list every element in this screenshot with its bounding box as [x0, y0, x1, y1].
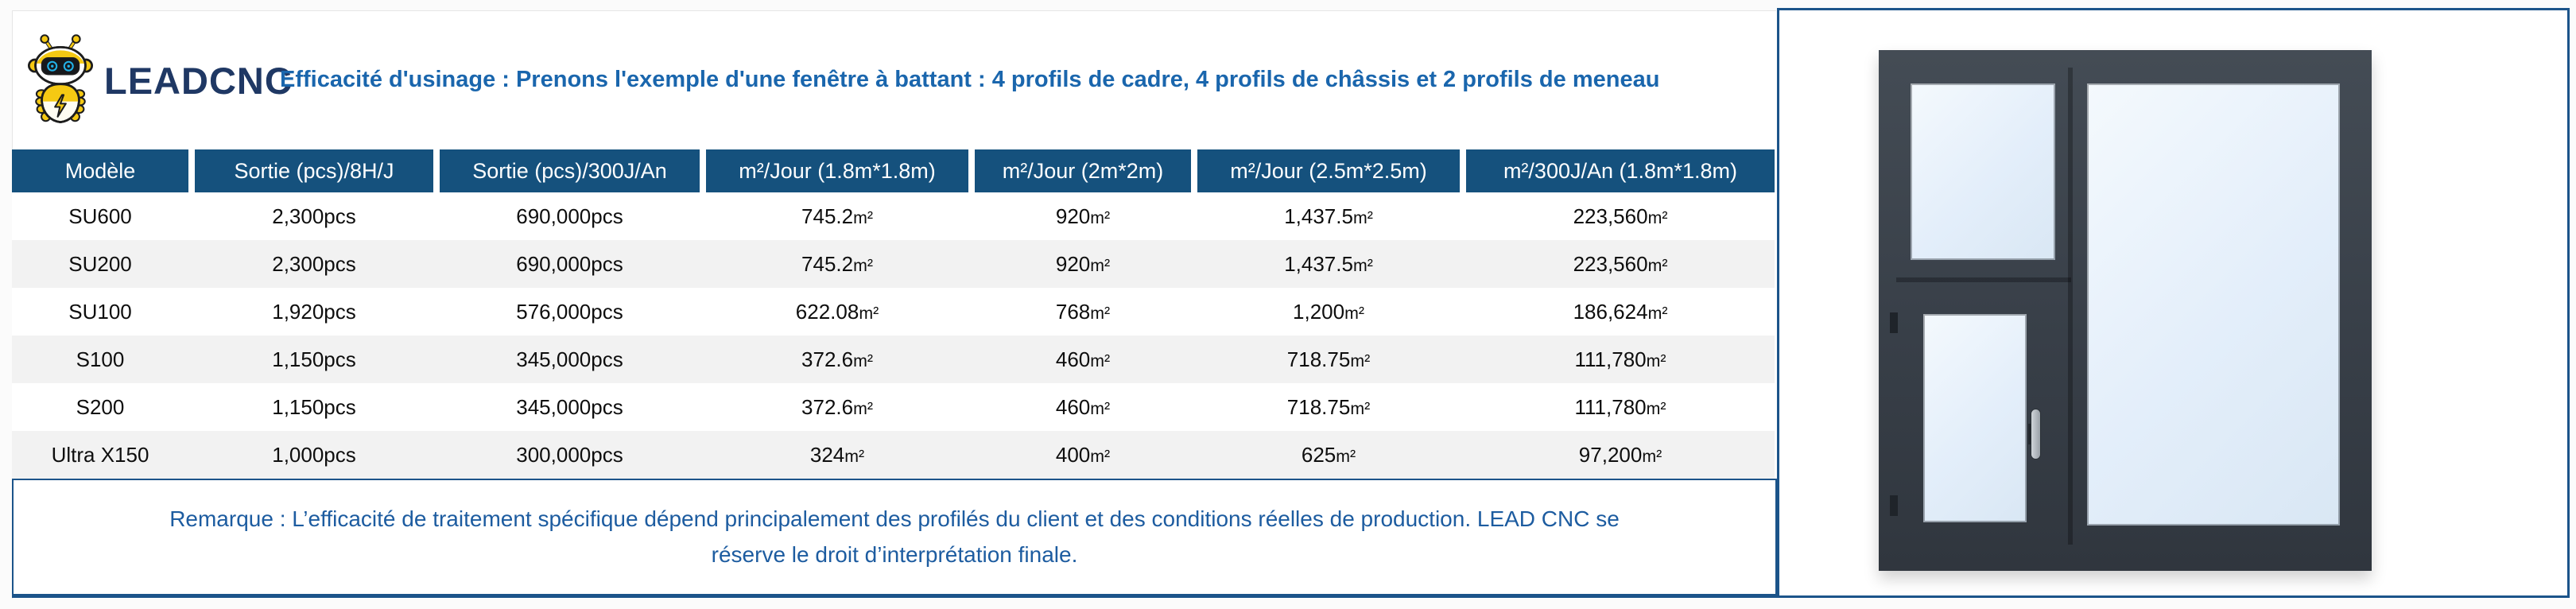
brand-logo: LEADCNC [28, 32, 293, 129]
value-cell: 1,437.5m² [1284, 204, 1373, 228]
value-cell: 223,560m² [1573, 204, 1668, 228]
square-meter-unit: m² [853, 399, 873, 418]
square-meter-unit: m² [859, 304, 879, 323]
value-cell: 345,000pcs [516, 347, 623, 371]
value-cell: 372.6m² [801, 395, 873, 419]
value-cell: 324m² [809, 443, 865, 467]
value-cell: 718.75m² [1286, 395, 1371, 419]
remark-box: Remarque : L’efficacité de traitement sp… [12, 479, 1777, 598]
table-row: SU600 2,300pcs 690,000pcs 745.2m² 920m² 1,437… [12, 192, 1775, 240]
column-header-1: Sortie (pcs)/8H/J [195, 149, 433, 192]
model-cell: S100 [76, 347, 125, 371]
square-meter-unit: m² [1344, 304, 1364, 323]
value-cell: 690,000pcs [516, 204, 623, 228]
value-cell: 1,200m² [1293, 300, 1364, 324]
column-header-4: m²/Jour (2m*2m) [975, 149, 1191, 192]
square-meter-unit: m² [1352, 256, 1373, 275]
column-header-2: Sortie (pcs)/300J/An [440, 149, 700, 192]
value-cell: 1,000pcs [272, 443, 356, 467]
value-cell: 111,780m² [1574, 395, 1666, 419]
table-row: SU100 1,920pcs 576,000pcs 622.08m² 768m² 1,20… [12, 288, 1775, 336]
value-cell: 345,000pcs [516, 395, 623, 419]
brand-name: LEADCNC [104, 59, 293, 102]
page-title: Efficacité d'usinage : Prenons l'exemple… [280, 67, 1660, 92]
value-cell: 768m² [1055, 300, 1111, 324]
window-hinge-bottom [1890, 495, 1898, 516]
value-cell: 460m² [1055, 347, 1111, 371]
square-meter-unit: m² [1336, 447, 1356, 466]
square-meter-unit: m² [1647, 304, 1668, 323]
column-header-3: m²/Jour (1.8m*1.8m) [706, 149, 968, 192]
value-cell: 1,437.5m² [1284, 252, 1373, 276]
table-row: S100 1,150pcs 345,000pcs 372.6m² 460m² 718.75… [12, 336, 1775, 383]
casement-window-photo [1879, 50, 2372, 571]
model-cell: SU200 [68, 252, 132, 276]
value-cell: 2,300pcs [272, 252, 356, 276]
value-cell: 690,000pcs [516, 252, 623, 276]
value-cell: 1,150pcs [272, 347, 356, 371]
remark-text: Remarque : L’efficacité de traitement sp… [169, 506, 1620, 567]
window-handle-base [2028, 424, 2033, 444]
table-row: SU200 2,300pcs 690,000pcs 745.2m² 920m² 1,437… [12, 240, 1775, 288]
value-cell: 920m² [1055, 252, 1111, 276]
window-hinge-top [1890, 312, 1898, 333]
square-meter-unit: m² [1350, 399, 1371, 418]
value-cell: 576,000pcs [516, 300, 623, 324]
square-meter-unit: m² [1090, 399, 1111, 418]
value-cell: 745.2m² [801, 252, 873, 276]
window-handle-icon [2031, 409, 2040, 459]
window-pane-bottom-left [1923, 314, 2027, 522]
value-cell: 300,000pcs [516, 443, 623, 467]
square-meter-unit: m² [844, 447, 865, 466]
square-meter-unit: m² [1090, 256, 1111, 275]
square-meter-unit: m² [853, 208, 873, 227]
table-row: S200 1,150pcs 345,000pcs 372.6m² 460m² 718.75… [12, 383, 1775, 431]
square-meter-unit: m² [853, 351, 873, 370]
value-cell: 2,300pcs [272, 204, 356, 228]
window-mullion [2068, 68, 2073, 545]
square-meter-unit: m² [1090, 208, 1111, 227]
value-cell: 111,780m² [1574, 347, 1666, 371]
square-meter-unit: m² [1352, 208, 1373, 227]
square-meter-unit: m² [1090, 351, 1111, 370]
model-cell: SU100 [68, 300, 132, 324]
value-cell: 460m² [1055, 395, 1111, 419]
table-row: Ultra X150 1,000pcs 300,000pcs 324m² 400m² 62… [12, 431, 1775, 479]
product-photo-panel [1777, 8, 2570, 598]
value-cell: 97,200m² [1578, 443, 1662, 467]
square-meter-unit: m² [853, 256, 873, 275]
square-meter-unit: m² [1646, 351, 1666, 370]
model-cell: SU600 [68, 204, 132, 228]
robot-mascot-icon [28, 34, 93, 123]
value-cell: 625m² [1301, 443, 1356, 467]
value-cell: 400m² [1055, 443, 1111, 467]
square-meter-unit: m² [1646, 399, 1666, 418]
value-cell: 622.08m² [795, 300, 879, 324]
square-meter-unit: m² [1647, 208, 1668, 227]
value-cell: 745.2m² [801, 204, 873, 228]
value-cell: 920m² [1055, 204, 1111, 228]
window-transom [1896, 277, 2071, 282]
square-meter-unit: m² [1647, 256, 1668, 275]
square-meter-unit: m² [1090, 447, 1111, 466]
column-header-5: m²/Jour (2.5m*2.5m) [1197, 149, 1460, 192]
value-cell: 1,150pcs [272, 395, 356, 419]
value-cell: 372.6m² [801, 347, 873, 371]
column-header-6: m²/300J/An (1.8m*1.8m) [1466, 149, 1775, 192]
model-cell: Ultra X150 [51, 443, 149, 467]
value-cell: 223,560m² [1573, 252, 1668, 276]
model-cell: S200 [76, 395, 125, 419]
window-pane-right [2087, 83, 2340, 526]
value-cell: 186,624m² [1573, 300, 1668, 324]
square-meter-unit: m² [1090, 304, 1111, 323]
square-meter-unit: m² [1642, 447, 1662, 466]
value-cell: 1,920pcs [272, 300, 356, 324]
square-meter-unit: m² [1350, 351, 1371, 370]
column-header-0: Modèle [12, 149, 188, 192]
window-pane-top-left [1911, 83, 2055, 260]
value-cell: 718.75m² [1286, 347, 1371, 371]
